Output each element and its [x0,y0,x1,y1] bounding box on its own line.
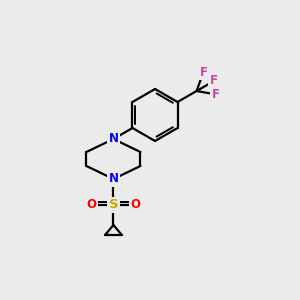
Text: S: S [109,199,118,212]
Text: O: O [86,199,96,212]
Text: N: N [108,172,118,185]
Text: F: F [212,88,220,101]
Text: F: F [210,74,218,88]
Text: N: N [108,133,118,146]
Text: O: O [130,199,140,212]
Text: F: F [200,66,207,79]
